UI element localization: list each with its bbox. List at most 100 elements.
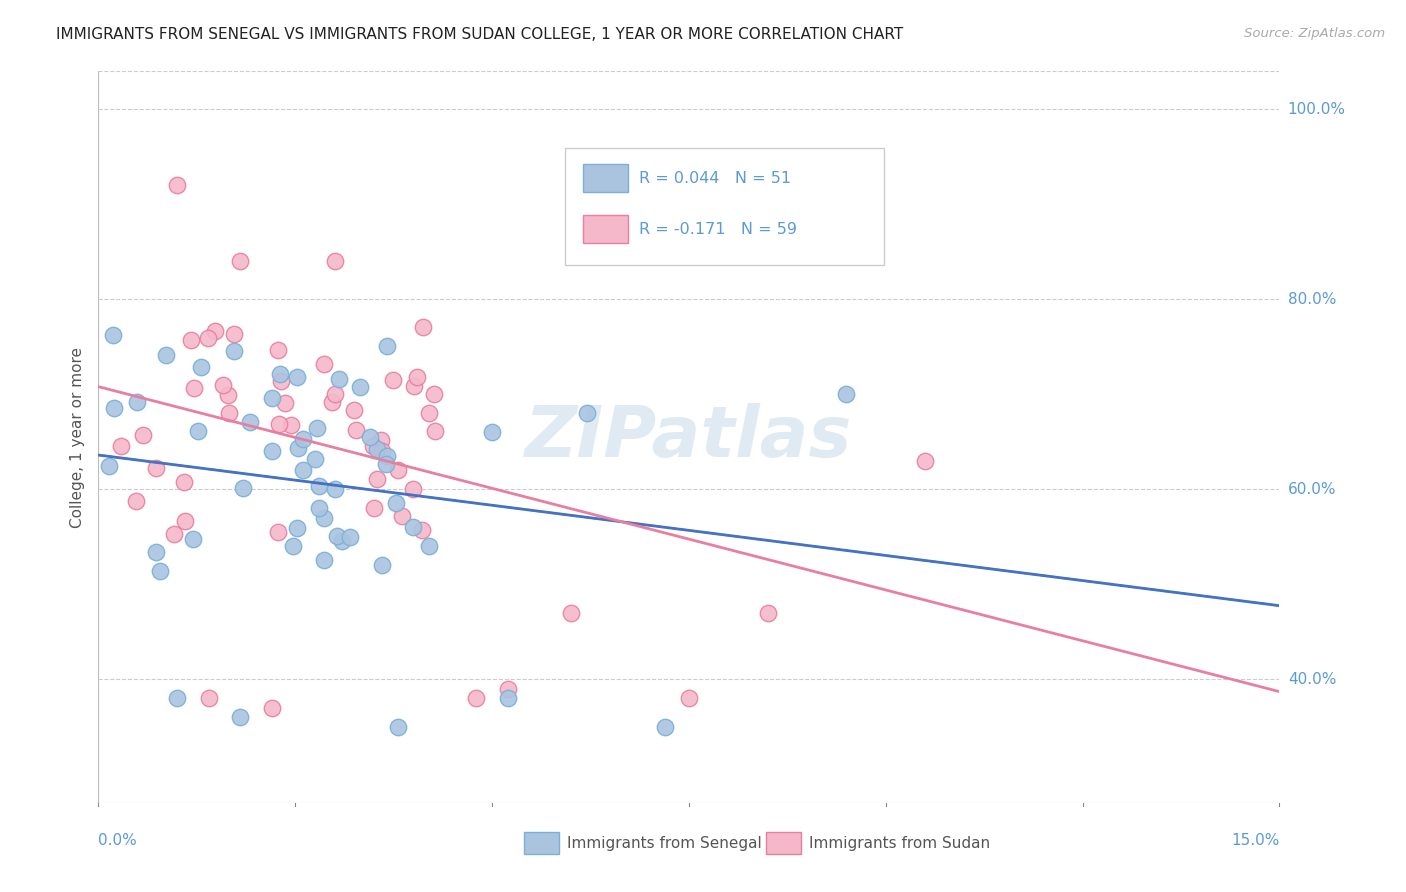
- Point: [339, 530, 361, 544]
- FancyBboxPatch shape: [523, 832, 560, 854]
- Point: [229, 254, 252, 268]
- Point: [274, 396, 297, 410]
- Point: [280, 417, 302, 432]
- Text: Immigrants from Sudan: Immigrants from Sudan: [810, 836, 991, 851]
- Point: [103, 327, 125, 342]
- Point: [391, 508, 413, 523]
- Point: [103, 401, 125, 415]
- Point: [222, 327, 245, 342]
- Point: [267, 417, 290, 431]
- Text: Source: ZipAtlas.com: Source: ZipAtlas.com: [1244, 27, 1385, 40]
- Point: [323, 254, 346, 268]
- Point: [404, 379, 426, 393]
- Point: [418, 539, 440, 553]
- Point: [314, 552, 336, 566]
- Point: [231, 481, 253, 495]
- Point: [496, 681, 519, 696]
- Point: [183, 381, 205, 395]
- Point: [387, 720, 409, 734]
- Point: [678, 691, 700, 706]
- FancyBboxPatch shape: [565, 148, 884, 265]
- Point: [321, 395, 343, 409]
- Point: [381, 373, 404, 387]
- Text: 60.0%: 60.0%: [1288, 482, 1336, 497]
- Point: [371, 444, 394, 458]
- FancyBboxPatch shape: [582, 216, 627, 244]
- Point: [304, 451, 326, 466]
- Point: [155, 348, 177, 362]
- Point: [412, 320, 434, 334]
- Point: [363, 501, 385, 516]
- Point: [287, 441, 309, 455]
- Point: [260, 444, 283, 458]
- Point: [292, 463, 315, 477]
- Point: [180, 333, 202, 347]
- Point: [343, 402, 366, 417]
- Point: [187, 425, 209, 439]
- Point: [371, 558, 394, 573]
- Point: [217, 388, 239, 402]
- Text: IMMIGRANTS FROM SENEGAL VS IMMIGRANTS FROM SUDAN COLLEGE, 1 YEAR OR MORE CORRELA: IMMIGRANTS FROM SENEGAL VS IMMIGRANTS FR…: [56, 27, 904, 42]
- Text: R = -0.171   N = 59: R = -0.171 N = 59: [640, 222, 797, 237]
- Point: [145, 461, 167, 475]
- Point: [166, 178, 188, 193]
- Point: [359, 430, 381, 444]
- Point: [166, 691, 188, 706]
- Text: ZIPatlas: ZIPatlas: [526, 402, 852, 472]
- Point: [260, 391, 283, 405]
- Point: [312, 357, 335, 371]
- Point: [411, 524, 433, 538]
- Point: [308, 479, 330, 493]
- Text: 40.0%: 40.0%: [1288, 672, 1336, 687]
- Point: [190, 359, 212, 374]
- Point: [285, 521, 308, 535]
- Text: 0.0%: 0.0%: [98, 833, 138, 848]
- Point: [163, 526, 186, 541]
- Point: [835, 387, 858, 401]
- Point: [323, 483, 346, 497]
- Point: [375, 339, 398, 353]
- FancyBboxPatch shape: [766, 832, 801, 854]
- Text: Immigrants from Senegal: Immigrants from Senegal: [567, 836, 762, 851]
- Point: [314, 511, 336, 525]
- Point: [145, 545, 167, 559]
- Point: [496, 691, 519, 706]
- Point: [361, 439, 384, 453]
- Point: [481, 425, 503, 440]
- Text: 80.0%: 80.0%: [1288, 292, 1336, 307]
- Point: [97, 459, 120, 474]
- Point: [149, 564, 172, 578]
- Point: [325, 529, 347, 543]
- Point: [197, 331, 219, 345]
- Point: [127, 395, 149, 409]
- Point: [267, 343, 290, 357]
- Point: [283, 539, 305, 553]
- Point: [418, 406, 440, 420]
- Point: [375, 449, 398, 463]
- Point: [238, 415, 260, 429]
- Point: [575, 406, 598, 420]
- Point: [173, 514, 195, 528]
- Point: [267, 525, 290, 540]
- Point: [402, 520, 425, 534]
- Point: [349, 380, 371, 394]
- Point: [211, 378, 233, 392]
- Point: [132, 428, 155, 442]
- Point: [285, 369, 308, 384]
- Point: [370, 433, 392, 447]
- Point: [218, 406, 240, 420]
- Text: 100.0%: 100.0%: [1288, 102, 1346, 117]
- Point: [323, 387, 346, 401]
- Point: [308, 501, 330, 516]
- Point: [344, 423, 367, 437]
- Point: [229, 710, 252, 724]
- Point: [269, 368, 291, 382]
- Point: [406, 370, 429, 384]
- Point: [914, 454, 936, 468]
- Point: [260, 701, 283, 715]
- Point: [402, 483, 425, 497]
- Point: [375, 457, 398, 471]
- Point: [756, 606, 779, 620]
- Point: [224, 343, 246, 358]
- Point: [181, 532, 204, 546]
